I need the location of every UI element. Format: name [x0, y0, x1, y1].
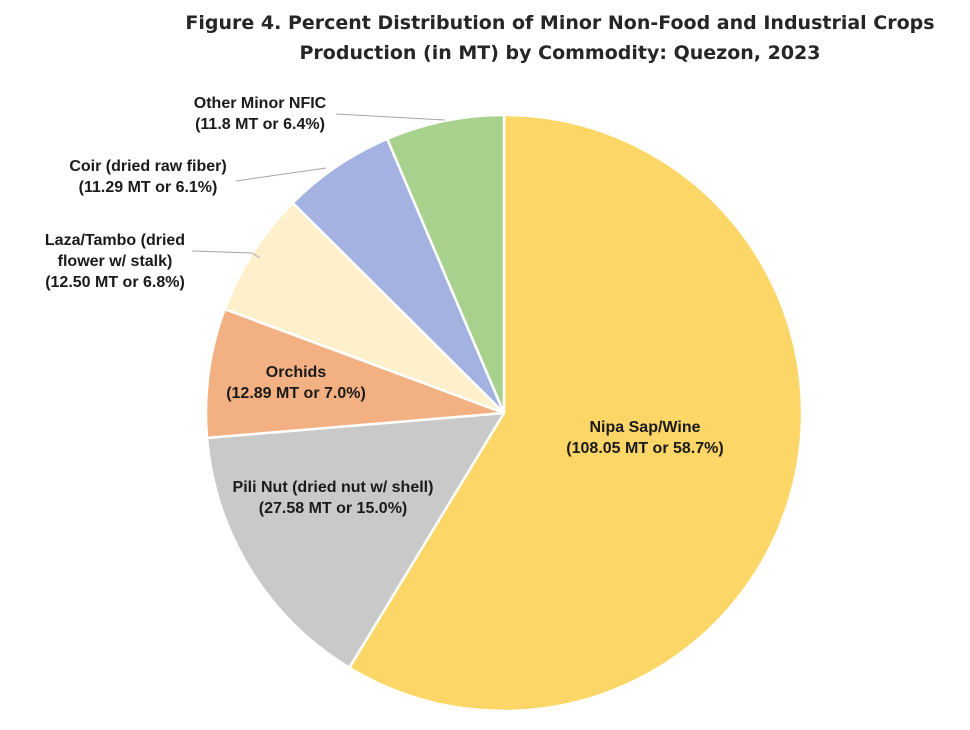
leader-line-other-minor-nfic — [335, 113, 446, 121]
data-label-line: Pili Nut (dried nut w/ shell) — [233, 479, 434, 496]
data-label-line: (12.50 MT or 6.8%) — [45, 274, 185, 291]
data-label-line: flower w/ stalk) — [58, 253, 173, 270]
leader-line-laza-tambo-dried-flower-w-stalk — [191, 250, 261, 259]
data-label-orchids: Orchids (12.89 MT or 7.0%) — [226, 364, 366, 402]
pie-slice-other-minor-nfic — [385, 113, 506, 415]
data-label-line: Coir (dried raw fiber) — [69, 158, 226, 175]
data-label-line: (11.8 MT or 6.4%) — [195, 116, 325, 133]
data-label-line: (12.89 MT or 7.0%) — [226, 385, 366, 402]
data-label-pili-nut-dried-nut-w-shell: Pili Nut (dried nut w/ shell) (27.58 MT o… — [233, 479, 434, 517]
data-label-line: Laza/Tambo (dried — [45, 232, 185, 249]
data-label-line: Nipa Sap/Wine — [590, 419, 701, 436]
data-label-other-minor-nfic: Other Minor NFIC (11.8 MT or 6.4%) — [194, 95, 327, 133]
chart-title: Figure 4. Percent Distribution of Minor … — [160, 8, 960, 68]
data-label-laza-tambo-dried-flower-w-stalk: Laza/Tambo (dried flower w/ stalk) (12.50 … — [45, 232, 185, 291]
data-label-line: (11.29 MT or 6.1%) — [79, 179, 218, 196]
data-label-line: Orchids — [266, 364, 327, 381]
chart-title-line-2: Production (in MT) by Commodity: Quezon,… — [299, 42, 821, 64]
data-label-line: (108.05 MT or 58.7%) — [566, 440, 723, 457]
pie-slice-pili-nut-dried-nut-w-shell — [205, 411, 506, 669]
pie-slice-nipa-sap-wine — [348, 113, 804, 713]
pie-slice-laza-tambo-dried-flower-w-stalk — [223, 201, 506, 415]
leader-line-coir-dried-raw-fiber — [235, 167, 327, 182]
chart-title-line-1: Figure 4. Percent Distribution of Minor … — [185, 12, 935, 34]
data-label-nipa-sap-wine: Nipa Sap/Wine (108.05 MT or 58.7%) — [566, 419, 723, 457]
pie-slice-orchids — [204, 307, 506, 440]
data-label-line: Other Minor NFIC — [194, 95, 327, 112]
data-label-line: (27.58 MT or 15.0%) — [259, 500, 408, 517]
data-label-coir-dried-raw-fiber: Coir (dried raw fiber) (11.29 MT or 6.1%) — [69, 158, 226, 196]
